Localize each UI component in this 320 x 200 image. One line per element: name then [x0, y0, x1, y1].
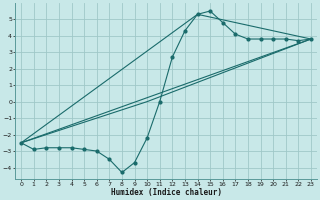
X-axis label: Humidex (Indice chaleur): Humidex (Indice chaleur) [110, 188, 221, 197]
